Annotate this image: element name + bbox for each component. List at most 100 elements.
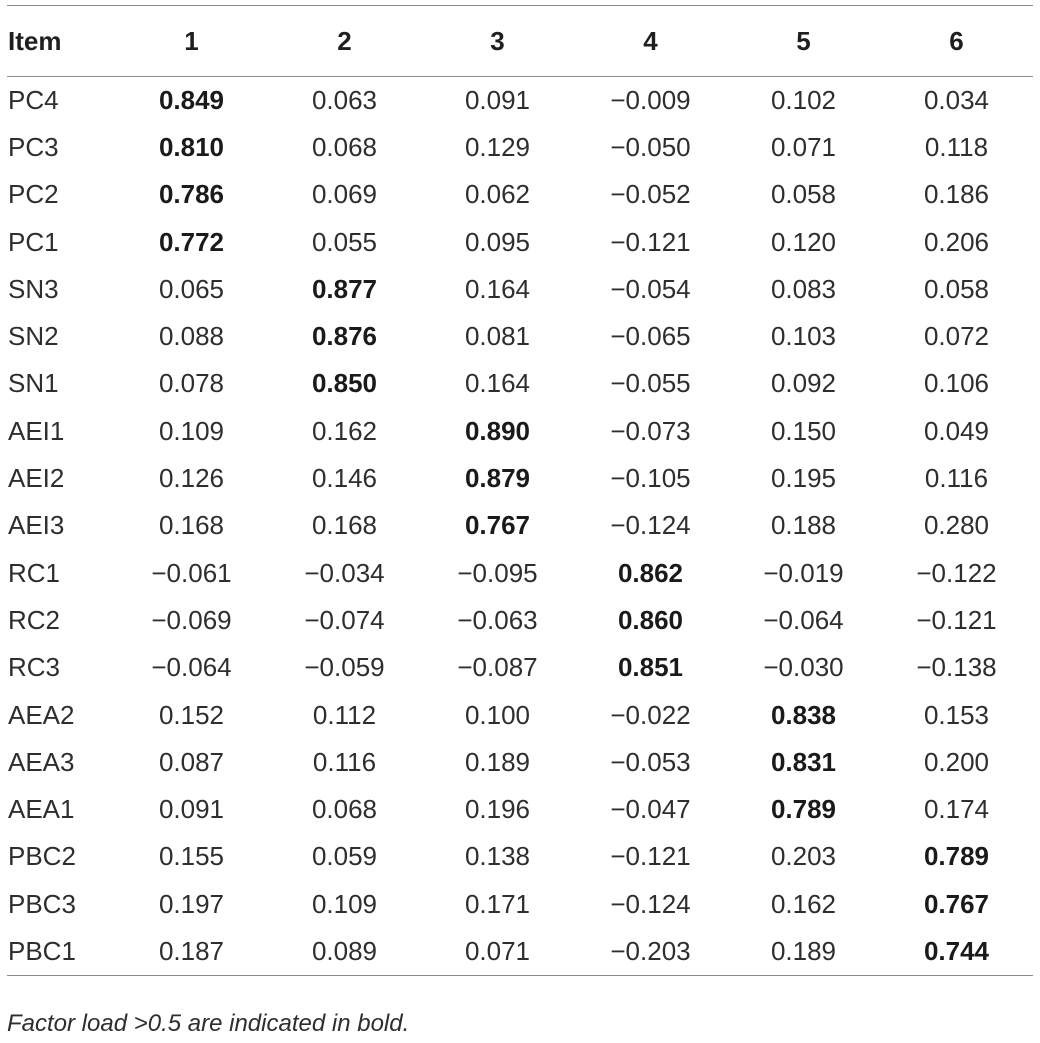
table-row: AEI2 0.126 0.146 0.879 −0.105 0.195 0.116 bbox=[7, 455, 1033, 502]
table-row: PC4 0.849 0.063 0.091 −0.009 0.102 0.034 bbox=[7, 77, 1033, 124]
factor-loading-table: Item 1 2 3 4 5 6 PC4 0.849 0.063 0.091 −0.00… bbox=[7, 5, 1033, 976]
loading-cell-factor-1: 0.772 bbox=[158, 226, 225, 257]
loading-cell-factor-4: 0.860 bbox=[617, 604, 684, 635]
row-item-label: AEI1 bbox=[8, 415, 65, 446]
loading-cell-factor-1: 0.187 bbox=[158, 935, 225, 966]
table-row: PBC3 0.197 0.109 0.171 −0.124 0.162 0.767 bbox=[7, 881, 1033, 928]
loading-cell-factor-5: 0.071 bbox=[770, 131, 837, 162]
loading-cell-factor-6: 0.789 bbox=[923, 841, 990, 872]
row-item-label: RC1 bbox=[8, 557, 61, 588]
loading-cell-factor-5: 0.188 bbox=[770, 510, 837, 541]
loading-cell-factor-5: 0.150 bbox=[770, 415, 837, 446]
loading-cell-factor-5: 0.058 bbox=[770, 179, 837, 210]
loading-cell-factor-4: −0.022 bbox=[610, 699, 691, 730]
loading-cell-factor-4: −0.121 bbox=[610, 841, 691, 872]
loading-cell-factor-1: 0.197 bbox=[158, 888, 225, 919]
loading-cell-factor-3: 0.062 bbox=[464, 179, 531, 210]
loading-cell-factor-6: 0.118 bbox=[924, 131, 989, 162]
loading-cell-factor-3: 0.767 bbox=[464, 510, 531, 541]
loading-cell-factor-2: −0.034 bbox=[304, 557, 385, 588]
loading-cell-factor-1: 0.088 bbox=[158, 321, 225, 352]
loading-cell-factor-1: −0.064 bbox=[151, 652, 232, 683]
loading-cell-factor-6: −0.138 bbox=[916, 652, 997, 683]
loading-cell-factor-4: −0.203 bbox=[610, 935, 691, 966]
header-factor-1: 1 bbox=[184, 25, 199, 56]
loading-cell-factor-3: 0.890 bbox=[464, 415, 531, 446]
table-row: RC1 −0.061 −0.034 −0.095 0.862 −0.019 −0.122 bbox=[7, 549, 1033, 596]
row-item-label: SN2 bbox=[8, 321, 59, 352]
loading-cell-factor-2: 0.850 bbox=[311, 368, 378, 399]
loading-cell-factor-6: 0.106 bbox=[923, 368, 990, 399]
table-body: PC4 0.849 0.063 0.091 −0.009 0.102 0.034 PC3 0.8… bbox=[7, 77, 1033, 976]
loading-cell-factor-4: −0.105 bbox=[610, 463, 691, 494]
loading-cell-factor-6: 0.058 bbox=[923, 273, 990, 304]
header-factor-2: 2 bbox=[337, 25, 352, 56]
loading-cell-factor-6: 0.034 bbox=[923, 84, 990, 115]
loading-cell-factor-1: 0.849 bbox=[158, 84, 225, 115]
loading-cell-factor-3: −0.087 bbox=[457, 652, 538, 683]
loading-cell-factor-3: 0.164 bbox=[464, 368, 531, 399]
loading-cell-factor-5: 0.195 bbox=[770, 463, 837, 494]
header-factor-3: 3 bbox=[490, 25, 505, 56]
loading-cell-factor-1: 0.126 bbox=[158, 463, 225, 494]
table-row: AEA1 0.091 0.068 0.196 −0.047 0.789 0.174 bbox=[7, 786, 1033, 833]
table-row: SN1 0.078 0.850 0.164 −0.055 0.092 0.106 bbox=[7, 360, 1033, 407]
loading-cell-factor-2: 0.089 bbox=[311, 935, 378, 966]
loading-cell-factor-5: −0.019 bbox=[763, 557, 844, 588]
loading-cell-factor-6: 0.744 bbox=[923, 935, 990, 966]
table-row: RC3 −0.064 −0.059 −0.087 0.851 −0.030 −0.138 bbox=[7, 644, 1033, 691]
loading-cell-factor-5: 0.092 bbox=[770, 368, 837, 399]
loading-cell-factor-1: 0.091 bbox=[158, 794, 225, 825]
loading-cell-factor-1: 0.810 bbox=[158, 131, 225, 162]
loading-cell-factor-4: −0.073 bbox=[610, 415, 691, 446]
header-factor-6: 6 bbox=[949, 25, 964, 56]
row-item-label: AEI3 bbox=[8, 510, 65, 541]
table-row: PBC1 0.187 0.089 0.071 −0.203 0.189 0.744 bbox=[7, 928, 1033, 976]
loading-cell-factor-1: 0.078 bbox=[158, 368, 225, 399]
row-item-label: PC3 bbox=[8, 131, 59, 162]
loading-cell-factor-1: 0.168 bbox=[158, 510, 225, 541]
loading-cell-factor-6: 0.200 bbox=[923, 746, 990, 777]
row-item-label: AEA2 bbox=[8, 699, 75, 730]
table-row: AEA2 0.152 0.112 0.100 −0.022 0.838 0.153 bbox=[7, 691, 1033, 738]
loading-cell-factor-4: −0.055 bbox=[610, 368, 691, 399]
loading-cell-factor-4: 0.851 bbox=[617, 652, 684, 683]
loading-cell-factor-3: −0.063 bbox=[457, 604, 538, 635]
row-item-label: AEI2 bbox=[8, 463, 65, 494]
loading-cell-factor-6: 0.206 bbox=[923, 226, 990, 257]
loading-cell-factor-6: 0.049 bbox=[923, 415, 990, 446]
table-row: AEI3 0.168 0.168 0.767 −0.124 0.188 0.280 bbox=[7, 502, 1033, 549]
loading-cell-factor-5: 0.203 bbox=[770, 841, 837, 872]
table-row: PC2 0.786 0.069 0.062 −0.052 0.058 0.186 bbox=[7, 171, 1033, 218]
header-factor-5: 5 bbox=[796, 25, 811, 56]
loading-cell-factor-6: −0.121 bbox=[916, 604, 997, 635]
loading-cell-factor-2: 0.109 bbox=[311, 888, 378, 919]
loading-cell-factor-4: −0.047 bbox=[610, 794, 691, 825]
table-row: PC1 0.772 0.055 0.095 −0.121 0.120 0.206 bbox=[7, 218, 1033, 265]
loading-cell-factor-3: 0.189 bbox=[464, 746, 531, 777]
table-row: AEI1 0.109 0.162 0.890 −0.073 0.150 0.049 bbox=[7, 408, 1033, 455]
loading-cell-factor-2: 0.068 bbox=[311, 131, 378, 162]
loading-cell-factor-2: 0.162 bbox=[311, 415, 378, 446]
loading-cell-factor-1: 0.109 bbox=[158, 415, 225, 446]
loading-cell-factor-4: −0.052 bbox=[610, 179, 691, 210]
loading-cell-factor-1: −0.069 bbox=[151, 604, 232, 635]
loading-cell-factor-1: 0.155 bbox=[158, 841, 225, 872]
loading-cell-factor-3: 0.196 bbox=[464, 794, 531, 825]
table-row: RC2 −0.069 −0.074 −0.063 0.860 −0.064 −0.121 bbox=[7, 597, 1033, 644]
row-item-label: PC2 bbox=[8, 179, 59, 210]
loading-cell-factor-5: 0.838 bbox=[770, 699, 837, 730]
table-row: SN3 0.065 0.877 0.164 −0.054 0.083 0.058 bbox=[7, 266, 1033, 313]
loading-cell-factor-5: 0.083 bbox=[770, 273, 837, 304]
loading-cell-factor-4: −0.124 bbox=[610, 510, 691, 541]
loading-cell-factor-5: 0.162 bbox=[770, 888, 837, 919]
loading-cell-factor-4: −0.053 bbox=[610, 746, 691, 777]
loading-cell-factor-5: −0.064 bbox=[763, 604, 844, 635]
loading-cell-factor-2: 0.059 bbox=[311, 841, 378, 872]
loading-cell-factor-4: −0.065 bbox=[610, 321, 691, 352]
loading-cell-factor-6: 0.116 bbox=[924, 463, 989, 494]
loading-cell-factor-2: 0.876 bbox=[311, 321, 378, 352]
row-item-label: AEA1 bbox=[8, 794, 75, 825]
loading-cell-factor-2: 0.068 bbox=[311, 794, 378, 825]
loading-cell-factor-3: 0.095 bbox=[464, 226, 531, 257]
